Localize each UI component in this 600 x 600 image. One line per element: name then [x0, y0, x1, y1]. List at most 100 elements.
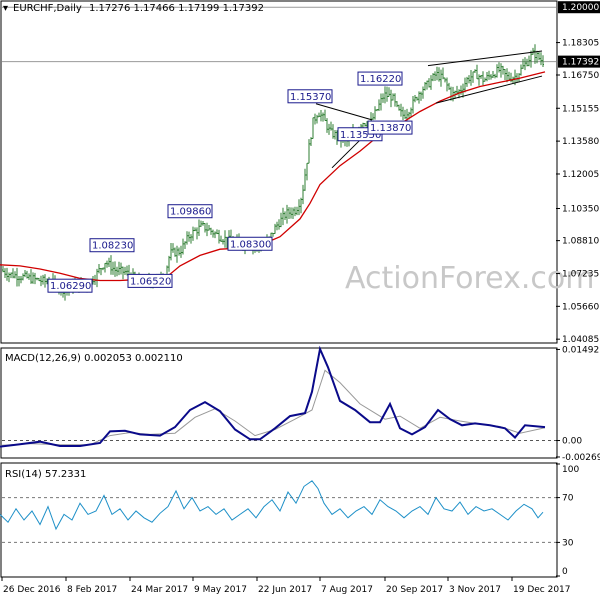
candle — [542, 55, 544, 67]
candle — [210, 227, 212, 235]
candle — [192, 226, 194, 241]
candle — [324, 109, 326, 122]
candle — [30, 269, 32, 284]
candle — [14, 271, 16, 279]
candle — [446, 77, 448, 92]
candle — [34, 272, 36, 285]
candle — [310, 137, 312, 147]
candle — [430, 75, 432, 90]
candle — [320, 109, 322, 122]
price-annotation-text: 1.08300 — [230, 239, 271, 250]
candle — [214, 231, 216, 239]
trendline — [427, 50, 543, 67]
candle — [172, 243, 174, 253]
candle — [204, 223, 206, 233]
candle — [16, 267, 18, 287]
candle — [420, 91, 422, 101]
candle — [334, 130, 336, 140]
candle — [108, 257, 110, 267]
candle — [308, 139, 310, 164]
macd-line — [0, 345, 546, 448]
candle — [24, 270, 26, 278]
candle — [114, 261, 116, 277]
candle — [2, 265, 4, 273]
candle — [520, 64, 522, 76]
rsi-tick-label: 70 — [562, 494, 574, 504]
candle — [372, 113, 374, 121]
candle — [422, 86, 424, 99]
candle — [436, 66, 438, 81]
candle — [302, 184, 304, 205]
candle — [404, 109, 406, 119]
candle — [10, 272, 12, 279]
candle — [292, 207, 294, 219]
candle — [218, 229, 220, 244]
candle — [534, 44, 536, 64]
price-tick-label: 1.10350 — [562, 205, 599, 215]
trendline — [435, 75, 543, 104]
rsi-tick-label: 0 — [562, 567, 568, 577]
candle — [190, 234, 192, 244]
candle — [444, 77, 446, 83]
candle — [288, 207, 290, 219]
candle — [120, 262, 122, 275]
macd-tick-label: 0.014927 — [562, 345, 600, 355]
candle — [388, 87, 390, 97]
price-annotation-text: 1.09860 — [170, 207, 211, 218]
ohlc-readout: 1.17276 1.17466 1.17199 1.17392 — [89, 3, 264, 14]
candle — [224, 230, 226, 248]
price-tick-label: 1.07235 — [562, 269, 599, 279]
candle — [126, 265, 128, 276]
candle — [322, 112, 324, 122]
candle — [280, 212, 282, 228]
candle — [500, 63, 502, 78]
candle — [506, 68, 508, 83]
candle — [474, 69, 476, 73]
candle — [318, 112, 320, 118]
top-price-label: 1.20000 — [562, 3, 599, 13]
candle — [112, 261, 114, 275]
date-tick-label: 20 Sep 2017 — [386, 585, 443, 595]
candle — [196, 227, 198, 240]
candle — [290, 207, 292, 219]
candle — [98, 263, 100, 274]
macd-tick-label: -0.002696 — [562, 453, 600, 463]
rsi-panel — [0, 462, 558, 578]
candle — [28, 273, 30, 280]
trendline — [315, 103, 373, 121]
candle — [472, 71, 474, 83]
candle — [32, 272, 34, 284]
candle — [416, 96, 418, 101]
candle — [428, 78, 430, 88]
candle — [510, 72, 512, 83]
candle — [364, 123, 366, 127]
candle — [380, 93, 382, 111]
rsi-tick-label: 100 — [562, 465, 579, 475]
candle — [276, 221, 278, 231]
candle — [528, 55, 530, 67]
price-annotation: 1.09860 — [167, 204, 213, 219]
price-annotation-text: 1.13550 — [340, 130, 381, 141]
candle — [326, 118, 328, 133]
candle — [384, 86, 386, 104]
candle — [460, 85, 462, 95]
candle — [424, 82, 426, 91]
candle — [42, 274, 44, 285]
price-tick-label: 1.04085 — [562, 335, 599, 345]
price-tick-label: 1.16750 — [562, 71, 599, 81]
candle — [8, 272, 10, 283]
candle — [464, 77, 466, 93]
top-price-box — [558, 1, 600, 14]
candle — [332, 124, 334, 139]
candle — [462, 83, 464, 98]
candle — [482, 71, 484, 86]
candle — [170, 242, 172, 261]
date-tick-label: 22 Jun 2017 — [258, 585, 312, 595]
candle — [216, 229, 218, 235]
candle — [38, 277, 40, 282]
candle — [188, 231, 190, 242]
candle — [386, 86, 388, 102]
candle — [398, 104, 400, 111]
date-tick-label: 19 Dec 2017 — [513, 585, 571, 595]
